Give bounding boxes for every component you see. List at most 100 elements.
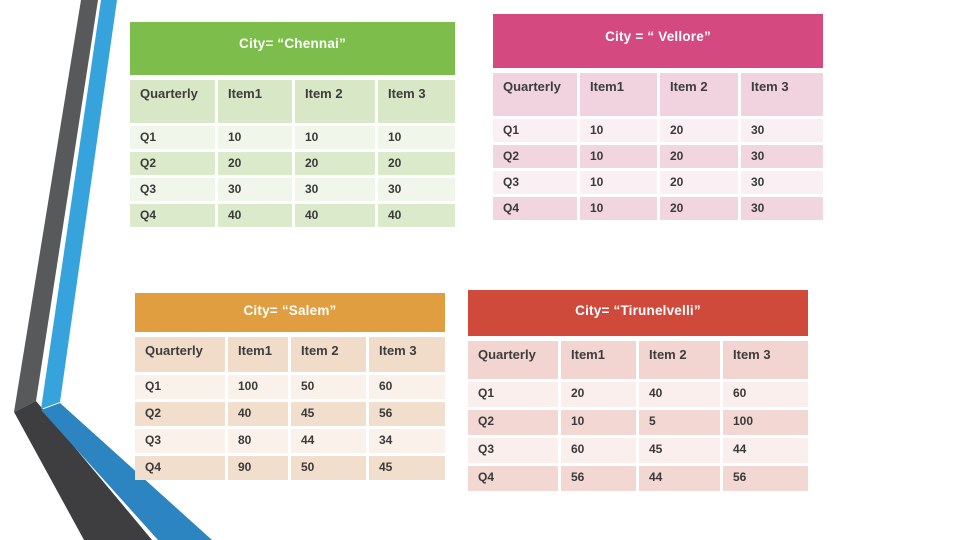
city-table-card-vellore: City = “ Vellore” Quarterly Item1 Item 2 It… [493,14,823,223]
city-table-card-chennai: City= “Chennai” Quarterly Item1 Item 2 Item… [130,22,455,230]
table-row: Q2 10 20 30 [493,145,823,168]
table-cell: 10 [580,171,657,194]
column-header: Item 3 [369,337,445,372]
table-cell: Q4 [468,466,558,491]
table-row: Q2 20 20 20 [130,152,455,175]
table-cell: 100 [723,410,808,435]
table-row: Q3 60 45 44 [468,438,808,463]
table-title-tirunelvelli: City= “Tirunelvelli” [468,290,808,336]
table-cell: Q2 [468,410,558,435]
table-cell: 60 [561,438,636,463]
quarterly-data-table-tirunelvelli: Quarterly Item1 Item 2 Item 3 Q1 20 40 60 Q2 10 5 1… [465,338,811,494]
table-cell: 10 [561,410,636,435]
table-title-salem: City= “Salem” [135,293,445,332]
table-cell: 56 [369,402,445,426]
table-row: Q1 10 10 10 [130,126,455,149]
table-cell: 30 [741,145,823,168]
column-header: Item 3 [723,341,808,379]
column-header: Item 3 [741,73,823,116]
table-cell: 50 [291,375,366,399]
table-cell: 100 [228,375,288,399]
table-row: Q2 10 5 100 [468,410,808,435]
ribbon-gray-lower-segment [14,401,152,540]
quarterly-data-table-salem: Quarterly Item1 Item 2 Item 3 Q1 100 50 60 Q2 40 4… [132,334,448,483]
table-cell: 50 [291,456,366,480]
table-row: Q4 90 50 45 [135,456,445,480]
table-row: Q4 40 40 40 [130,204,455,227]
table-cell: 20 [295,152,375,175]
table-cell: Q4 [130,204,215,227]
table-cell: 20 [660,145,738,168]
table-row: Q3 80 44 34 [135,429,445,453]
table-cell: 30 [741,171,823,194]
table-cell: 40 [295,204,375,227]
table-cell: Q4 [135,456,225,480]
table-cell: 44 [639,466,720,491]
table-row: Q2 40 45 56 [135,402,445,426]
table-cell: Q3 [468,438,558,463]
quarterly-data-table-vellore: Quarterly Item1 Item 2 Item 3 Q1 10 20 30 Q2 10 20… [490,70,826,223]
column-header-row: Quarterly Item1 Item 2 Item 3 [135,337,445,372]
table-cell: 10 [580,145,657,168]
table-row: Q4 10 20 30 [493,197,823,220]
table-cell: 45 [369,456,445,480]
table-cell: 40 [228,402,288,426]
table-cell: 45 [291,402,366,426]
table-row: Q3 10 20 30 [493,171,823,194]
table-cell: 30 [295,178,375,201]
column-header: Item1 [580,73,657,116]
table-title-vellore: City = “ Vellore” [493,14,823,68]
column-header: Item 2 [291,337,366,372]
table-cell: Q1 [468,382,558,407]
ribbon-gray-upper-segment [14,0,98,412]
quarterly-data-table-chennai: Quarterly Item1 Item 2 Item 3 Q1 10 10 10 Q2 20 20… [127,77,458,230]
table-cell: 10 [295,126,375,149]
table-cell: Q1 [493,119,577,142]
column-header-row: Quarterly Item1 Item 2 Item 3 [130,80,455,123]
table-cell: 20 [561,382,636,407]
table-cell: 80 [228,429,288,453]
table-row: Q1 10 20 30 [493,119,823,142]
table-cell: Q2 [135,402,225,426]
table-cell: Q3 [130,178,215,201]
table-cell: 44 [723,438,808,463]
table-cell: 30 [741,197,823,220]
column-header: Item 2 [295,80,375,123]
column-header: Item1 [228,337,288,372]
table-cell: 20 [378,152,455,175]
column-header-row: Quarterly Item1 Item 2 Item 3 [493,73,823,116]
table-cell: 10 [218,126,292,149]
table-cell: 56 [723,466,808,491]
column-header: Item 2 [639,341,720,379]
table-cell: 10 [378,126,455,149]
column-header: Item1 [561,341,636,379]
table-cell: Q2 [493,145,577,168]
table-cell: 45 [639,438,720,463]
table-cell: Q1 [130,126,215,149]
table-cell: 40 [218,204,292,227]
table-cell: 20 [218,152,292,175]
column-header: Item 2 [660,73,738,116]
city-table-card-tirunelvelli: City= “Tirunelvelli” Quarterly Item1 Item … [468,290,808,494]
table-cell: 30 [218,178,292,201]
table-cell: Q3 [135,429,225,453]
table-title-chennai: City= “Chennai” [130,22,455,75]
column-header: Item1 [218,80,292,123]
table-row: Q1 20 40 60 [468,382,808,407]
table-cell: 30 [378,178,455,201]
table-cell: 20 [660,171,738,194]
table-cell: 30 [741,119,823,142]
table-cell: Q1 [135,375,225,399]
table-cell: 90 [228,456,288,480]
table-cell: 40 [378,204,455,227]
table-cell: 44 [291,429,366,453]
column-header-row: Quarterly Item1 Item 2 Item 3 [468,341,808,379]
column-header: Quarterly [493,73,577,116]
table-row: Q4 56 44 56 [468,466,808,491]
column-header: Quarterly [130,80,215,123]
table-cell: 20 [660,197,738,220]
table-cell: 10 [580,197,657,220]
ribbon-blue-upper-segment [41,0,117,409]
